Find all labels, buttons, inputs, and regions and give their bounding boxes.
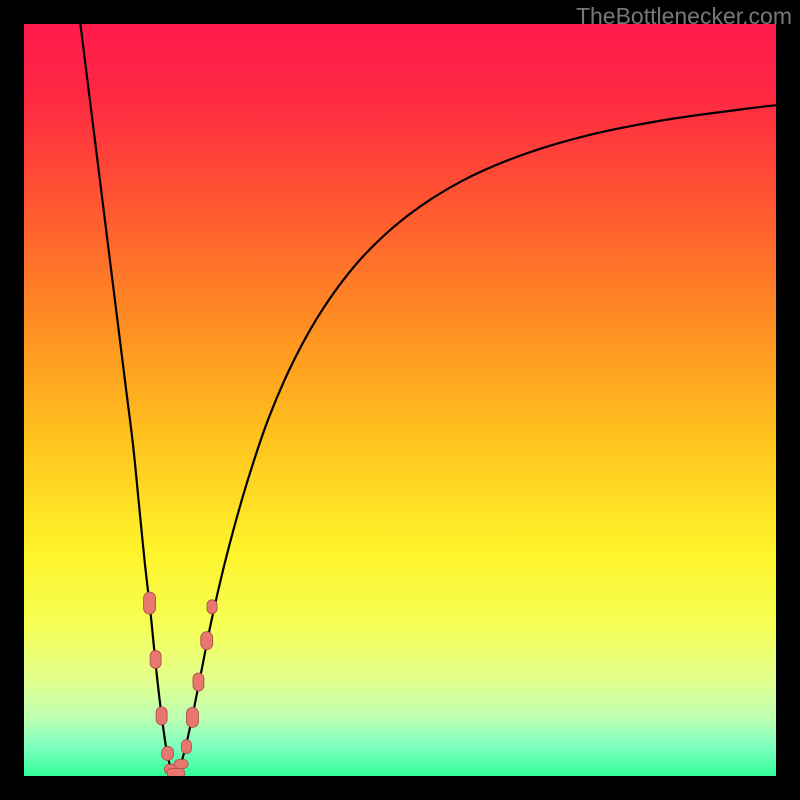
marker bbox=[181, 740, 191, 754]
marker bbox=[174, 759, 188, 768]
watermark-text: TheBottlenecker.com bbox=[576, 3, 792, 30]
chart-svg bbox=[24, 24, 776, 776]
marker bbox=[207, 600, 217, 614]
marker bbox=[162, 746, 174, 760]
marker bbox=[167, 768, 185, 776]
marker bbox=[201, 632, 213, 650]
marker bbox=[150, 650, 161, 668]
marker bbox=[156, 707, 167, 725]
marker bbox=[186, 707, 198, 727]
marker bbox=[193, 673, 204, 691]
plot-area bbox=[24, 24, 776, 776]
gradient-background bbox=[24, 24, 776, 776]
marker bbox=[144, 592, 156, 614]
